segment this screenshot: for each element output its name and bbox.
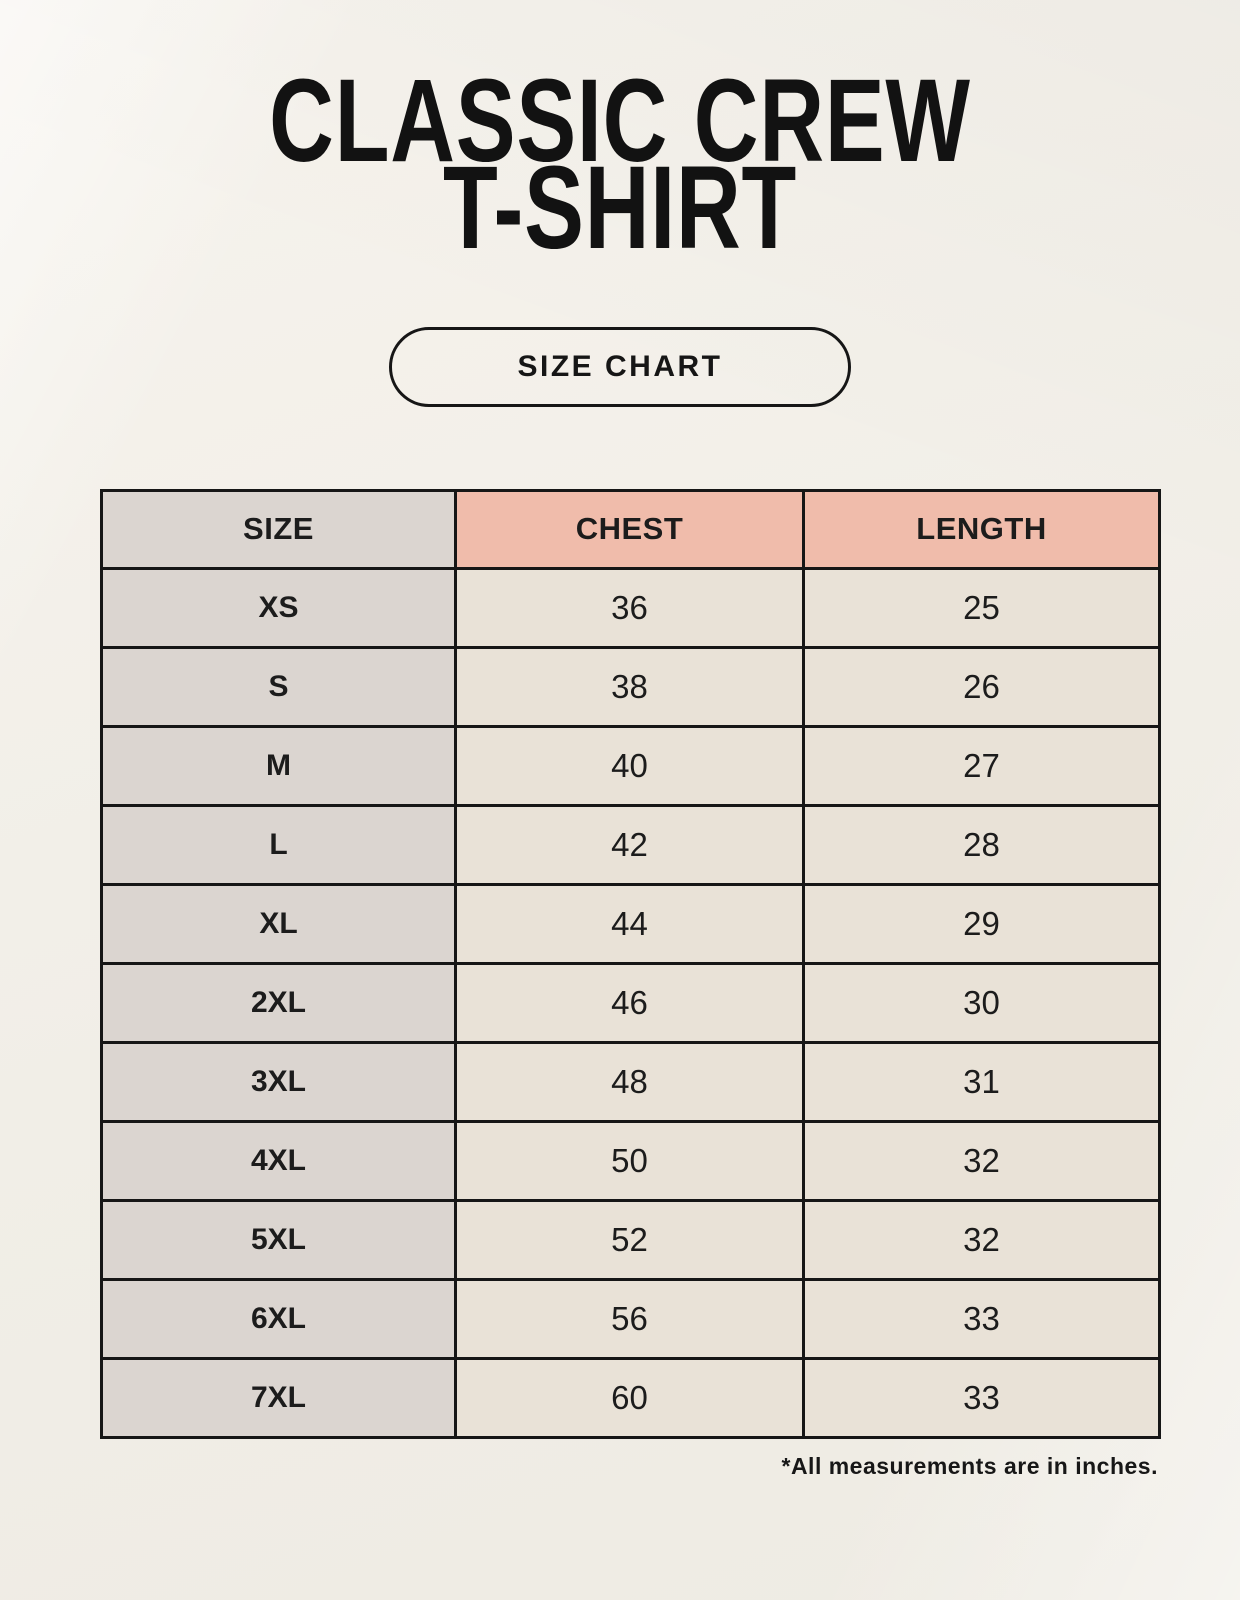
size-cell: M	[100, 724, 457, 807]
chest-cell: 56	[454, 1277, 805, 1360]
length-cell: 29	[802, 882, 1161, 965]
chest-cell: 52	[454, 1198, 805, 1281]
table-row: 4XL 50 32	[100, 1119, 1161, 1202]
size-table: SIZE CHEST LENGTH XS 36 25 S 38 26 M 40 27 L 42 28 X…	[100, 488, 1161, 1439]
table-row: 3XL 48 31	[100, 1040, 1161, 1123]
length-cell: 30	[802, 961, 1161, 1044]
chest-cell: 40	[454, 724, 805, 807]
chest-cell: 48	[454, 1040, 805, 1123]
length-cell: 31	[802, 1040, 1161, 1123]
table-row: L 42 28	[100, 803, 1161, 886]
size-table-body: XS 36 25 S 38 26 M 40 27 L 42 28 XL 44 29 2XL 46 30 3XL 48 3…	[100, 566, 1161, 1439]
table-row: XS 36 25	[100, 566, 1161, 649]
size-cell: 2XL	[100, 961, 457, 1044]
table-row: 2XL 46 30	[100, 961, 1161, 1044]
length-cell: 25	[802, 566, 1161, 649]
chest-cell: 44	[454, 882, 805, 965]
length-cell: 26	[802, 645, 1161, 728]
length-cell: 28	[802, 803, 1161, 886]
size-cell: 7XL	[100, 1356, 457, 1439]
length-cell: 32	[802, 1198, 1161, 1281]
header-length: LENGTH	[802, 488, 1161, 570]
chest-cell: 50	[454, 1119, 805, 1202]
title-line-1: CLASSIC CREW	[269, 55, 971, 187]
size-table-header: SIZE CHEST LENGTH	[100, 488, 1161, 570]
length-cell: 33	[802, 1356, 1161, 1439]
size-cell: 3XL	[100, 1040, 457, 1123]
title-line-2: T-SHIRT	[442, 142, 798, 275]
header-row: SIZE CHEST LENGTH	[100, 488, 1161, 570]
size-table-container: SIZE CHEST LENGTH XS 36 25 S 38 26 M 40 27 L 42 28 X…	[100, 488, 1161, 1439]
footnote: *All measurements are in inches.	[781, 1452, 1158, 1479]
table-row: S 38 26	[100, 645, 1161, 728]
size-cell: 4XL	[100, 1119, 457, 1202]
header-chest: CHEST	[454, 488, 805, 570]
header-size: SIZE	[100, 488, 457, 570]
length-cell: 33	[802, 1277, 1161, 1360]
table-row: 6XL 56 33	[100, 1277, 1161, 1360]
table-row: 7XL 60 33	[100, 1356, 1161, 1439]
page-title: CLASSIC CREW T-SHIRT	[149, 0, 1091, 275]
size-cell: S	[100, 645, 457, 728]
table-row: XL 44 29	[100, 882, 1161, 965]
chest-cell: 38	[454, 645, 805, 728]
size-chart-badge[interactable]: SIZE CHART	[389, 326, 851, 407]
table-row: M 40 27	[100, 724, 1161, 807]
size-cell: 6XL	[100, 1277, 457, 1360]
chest-cell: 60	[454, 1356, 805, 1439]
chest-cell: 42	[454, 803, 805, 886]
size-cell: XS	[100, 566, 457, 649]
size-cell: 5XL	[100, 1198, 457, 1281]
length-cell: 32	[802, 1119, 1161, 1202]
chest-cell: 46	[454, 961, 805, 1044]
size-cell: L	[100, 803, 457, 886]
length-cell: 27	[802, 724, 1161, 807]
size-chart-badge-label: SIZE CHART	[517, 349, 723, 383]
table-row: 5XL 52 32	[100, 1198, 1161, 1281]
chest-cell: 36	[454, 566, 805, 649]
size-cell: XL	[100, 882, 457, 965]
